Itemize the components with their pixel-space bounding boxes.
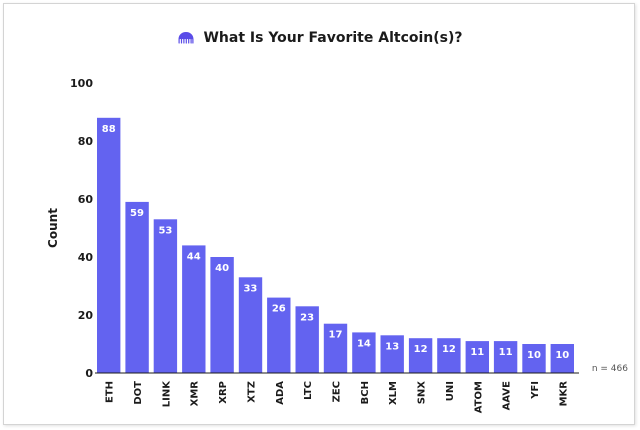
x-tick-label: ETH: [105, 381, 116, 403]
y-axis-label: Count: [46, 208, 60, 248]
bar: [408, 338, 433, 373]
x-tick-label: XMR: [190, 381, 201, 407]
y-tick-label: 80: [78, 135, 94, 148]
bar-value-label: 44: [187, 251, 201, 262]
bar: [182, 245, 206, 373]
bar-value-label: 13: [385, 341, 399, 352]
bar-value-label: 11: [470, 347, 484, 358]
x-tick-label: ATOM: [473, 381, 484, 413]
bar: [323, 323, 348, 373]
x-tick-label: LTC: [303, 381, 314, 400]
chart-title: What Is Your Favorite Altcoin(s)?: [203, 30, 463, 46]
bar-value-label: 40: [215, 263, 229, 274]
bar-value-label: 88: [102, 124, 116, 135]
x-tick-label: SNX: [417, 381, 428, 405]
bar-value-label: 12: [414, 344, 428, 355]
bar: [522, 344, 546, 373]
x-tick-label: ADA: [275, 381, 286, 405]
bar: [380, 335, 404, 373]
bar: [437, 338, 461, 373]
bar-value-label: 12: [442, 344, 456, 355]
x-tick-label: UNI: [445, 381, 456, 401]
bar: [153, 219, 178, 373]
chart-title-row: What Is Your Favorite Altcoin(s)?: [4, 26, 636, 50]
bar: [465, 341, 489, 373]
x-tick-label: BCH: [360, 381, 371, 404]
kraken-logo-icon: [178, 32, 194, 44]
bar: [238, 277, 263, 373]
chart-card: What Is Your Favorite Altcoin(s)? 0 20 40 6…: [3, 3, 635, 425]
y-tick-label: 60: [78, 193, 94, 206]
y-tick-label: 100: [70, 77, 93, 90]
x-tick-label: ZEC: [332, 381, 343, 402]
x-tick-label: XRP: [218, 381, 229, 404]
y-tick-label: 0: [85, 367, 93, 380]
sample-size-annotation: n = 466: [592, 364, 628, 374]
bar-value-label: 17: [329, 330, 343, 341]
bar-value-label: 10: [555, 350, 569, 361]
bar: [493, 341, 518, 373]
bar-value-label: 53: [158, 225, 172, 236]
bar-value-label: 59: [130, 208, 144, 219]
bar: [97, 117, 121, 373]
y-tick-label: 20: [78, 309, 94, 322]
bar-chart: 0 20 40 60 80 100 Count 88 ETH 59 DOT 53 LINK 44 XMR 40…: [46, 77, 628, 413]
y-tick-label: 40: [78, 251, 94, 264]
bar-value-label: 11: [499, 347, 513, 358]
bar: [267, 297, 291, 373]
bar-value-label: 23: [300, 312, 314, 323]
x-tick-label: XLM: [388, 381, 399, 405]
bar: [550, 344, 574, 373]
bar: [210, 257, 234, 373]
bar: [125, 201, 149, 373]
bar-value-label: 10: [527, 350, 541, 361]
bar-value-label: 14: [357, 338, 371, 349]
bar-value-label: 33: [243, 283, 257, 294]
x-tick-label: MKR: [558, 381, 569, 407]
x-tick-label: XTZ: [246, 381, 257, 403]
x-tick-label: LINK: [161, 380, 172, 407]
x-tick-label: AAVE: [502, 381, 513, 411]
bar: [352, 332, 376, 373]
x-tick-label: DOT: [133, 381, 144, 405]
x-tick-label: YFI: [530, 381, 541, 400]
bar-value-label: 26: [272, 304, 286, 315]
bar: [295, 306, 319, 373]
